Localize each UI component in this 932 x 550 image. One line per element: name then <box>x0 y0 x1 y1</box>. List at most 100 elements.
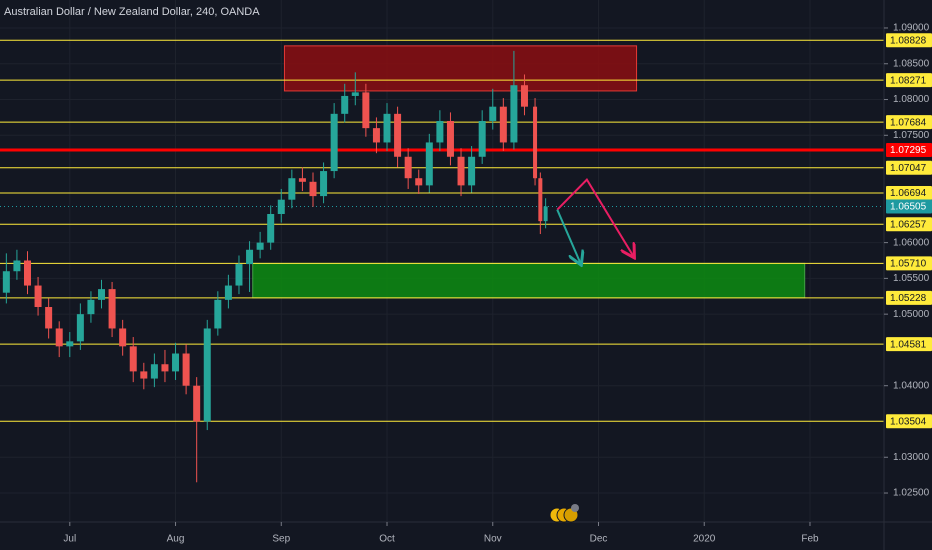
y-tick-label: 1.04000 <box>893 380 930 391</box>
x-tick-label: Oct <box>379 534 395 545</box>
price-label-bg <box>886 256 932 271</box>
candle-body <box>98 289 106 300</box>
candle-body <box>478 120 486 157</box>
candle-body <box>161 364 169 372</box>
logo <box>549 504 579 523</box>
y-tick-label: 1.03000 <box>893 452 930 463</box>
price-label: 1.06257 <box>890 219 927 230</box>
candle-body <box>330 113 338 172</box>
candle-body <box>34 285 42 308</box>
price-label-bg <box>886 185 932 200</box>
price-label: 1.07047 <box>890 163 927 174</box>
candle-body <box>55 328 63 347</box>
candle-body <box>499 106 507 143</box>
candle-body <box>235 264 243 286</box>
candle-body <box>436 120 444 143</box>
candle-body <box>119 328 127 347</box>
candle-body <box>457 156 465 186</box>
zone <box>252 262 806 299</box>
candle-body <box>277 199 285 214</box>
price-label-bg <box>886 290 932 305</box>
price-label-bg <box>886 414 932 429</box>
price-label-bg <box>886 142 932 157</box>
candle-body <box>140 371 148 379</box>
projections <box>556 178 633 264</box>
candle-body <box>13 260 21 272</box>
x-tick-label: Jul <box>63 534 76 545</box>
candle-body <box>224 285 232 300</box>
candle-body <box>489 106 497 121</box>
candle-body <box>23 260 31 286</box>
candle-body <box>520 85 528 107</box>
candle-body <box>129 346 137 372</box>
candle-body <box>87 299 95 315</box>
x-tick-label: 2020 <box>693 534 716 545</box>
candle-body <box>182 353 190 386</box>
candle-body <box>309 181 317 197</box>
candle-body <box>214 299 222 329</box>
candle-body <box>150 364 158 379</box>
candle-body <box>172 353 180 372</box>
candle-body <box>267 213 275 243</box>
y-tick-label: 1.02500 <box>893 488 930 499</box>
projection-arrow <box>556 209 580 264</box>
candle-body <box>510 85 518 143</box>
price-label-bg <box>886 217 932 232</box>
price-label-bg <box>886 337 932 352</box>
x-tick-label: Sep <box>272 534 290 545</box>
zones <box>252 45 806 299</box>
price-label: 1.08271 <box>890 75 927 86</box>
levels <box>0 39 884 422</box>
candle-body <box>362 92 370 129</box>
grid <box>0 0 884 522</box>
y-tick-label: 1.08000 <box>893 94 930 105</box>
price-label: 1.05710 <box>890 259 927 270</box>
price-label: 1.06694 <box>890 188 927 199</box>
chart-title: Australian Dollar / New Zealand Dollar, … <box>4 6 260 18</box>
candle-body <box>446 120 454 157</box>
candle-body <box>2 271 10 293</box>
candle-body <box>383 113 391 143</box>
price-label-bg <box>886 33 932 48</box>
x-tick-label: Nov <box>484 534 502 545</box>
projection-arrow <box>556 178 633 257</box>
candle-body <box>394 113 402 157</box>
x-tick-label: Aug <box>167 534 185 545</box>
candles <box>2 50 548 483</box>
price-label: 1.07684 <box>890 117 927 128</box>
candle-body <box>203 328 211 422</box>
candle-body <box>256 242 264 250</box>
candle-body <box>193 385 201 422</box>
price-label: 1.03504 <box>890 416 927 427</box>
candle-body <box>76 314 84 342</box>
candle-body <box>66 341 74 347</box>
candle-body <box>468 156 476 186</box>
x-tick-label: Feb <box>801 534 819 545</box>
candle-body <box>288 178 296 200</box>
candle-body <box>108 289 116 329</box>
price-label: 1.08828 <box>890 35 927 46</box>
candle-body <box>538 178 543 222</box>
candle-body <box>45 307 53 329</box>
price-label: 1.05228 <box>890 293 927 304</box>
price-label-bg <box>886 160 932 175</box>
zone <box>283 45 638 92</box>
candle-body <box>404 156 412 179</box>
price-label: 1.06505 <box>890 202 927 213</box>
candle-body <box>341 95 349 114</box>
x-tick-label: Dec <box>590 534 608 545</box>
y-tick-label: 1.08500 <box>893 58 930 69</box>
price-label: 1.07295 <box>890 145 927 156</box>
price-label: 1.04581 <box>890 339 927 350</box>
candle-body <box>320 171 328 197</box>
candle-body <box>415 178 423 186</box>
y-tick-label: 1.07500 <box>893 130 930 141</box>
price-label-bg <box>886 199 932 214</box>
y-tick-label: 1.05000 <box>893 309 930 320</box>
y-tick-label: 1.05500 <box>893 273 930 284</box>
candle-body <box>351 92 359 96</box>
candle-body <box>298 178 306 182</box>
y-tick-label: 1.09000 <box>893 23 930 34</box>
